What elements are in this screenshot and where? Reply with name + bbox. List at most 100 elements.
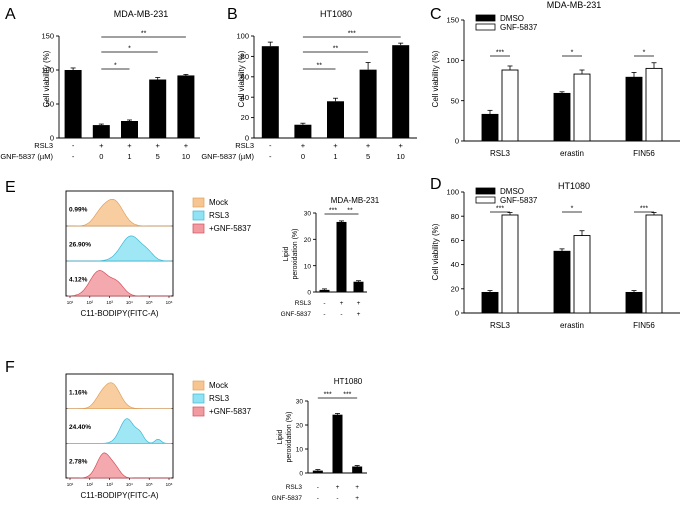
panel-b-y-tick-label: 60: [241, 72, 249, 81]
panel-a-row-cell: +: [127, 141, 132, 150]
panel-f-row-cell: -: [317, 495, 319, 502]
panel-f-histogram-mock: [67, 382, 172, 410]
panel-c-y-tick-label: 0: [455, 137, 459, 146]
panel-b-y-tick-label: 20: [241, 113, 249, 122]
panel-c-ylabel: Cell viability (%): [431, 50, 440, 107]
panel-f-sig-label: ***: [324, 392, 332, 399]
panel-d-sig-label: *: [571, 206, 574, 213]
panel-c-bar-dmso: [625, 76, 643, 142]
panel-b-row-cell: 1: [333, 152, 337, 161]
panel-d-y-tick-label: 60: [451, 236, 459, 245]
panel-a-y-tick-label: 100: [41, 66, 54, 75]
panel-b-bar: [327, 101, 344, 138]
panel-e-row-cell: -: [323, 300, 325, 307]
panel-b-bar: [261, 46, 279, 139]
panel-b-row-cell: +: [301, 141, 306, 150]
panel-a-title: MDA-MB-231: [114, 9, 169, 19]
panel-d-category-label: RSL3: [490, 321, 511, 330]
panel-a-row-cell: 10: [182, 152, 190, 161]
panel-e-row-label: GNF-5837: [281, 311, 312, 318]
panel-a-bar: [177, 75, 195, 138]
panel-c-y-tick-label: 100: [446, 56, 459, 65]
panel-a-sig-label: *: [114, 63, 117, 70]
panel-f-y-tick-label: 30: [296, 399, 304, 406]
panel-f-percent-label: 24.40%: [69, 424, 91, 431]
panel-c-sig-label: *: [571, 50, 574, 57]
panel-f-row-label: GNF-5837: [272, 495, 303, 502]
panel-b-y-tick-label: 80: [241, 52, 249, 61]
panel-f-row-cell: -: [336, 495, 338, 502]
panel-e-flow-x-tick-label: 10³: [106, 300, 113, 305]
panel-e-title: MDA-MB-231: [331, 196, 380, 205]
panel-e-row-cell: +: [357, 300, 361, 307]
panel-f-row-cell: -: [317, 484, 319, 491]
panel-f-bar: [332, 414, 343, 473]
panel-c-legend-swatch: [475, 23, 496, 31]
panel-f-histogram-rsl3: [67, 418, 172, 444]
panel-a-ylabel: Cell viability (%): [42, 50, 51, 107]
panel-a-row-cell: +: [184, 141, 189, 150]
panel-d-legend-label: DMSO: [500, 187, 524, 196]
panel-f-y-tick-label: 20: [296, 423, 304, 430]
panel-c-category-label: RSL3: [490, 149, 511, 158]
panel-e-ylabel-line: Lipid: [283, 247, 290, 262]
panel-c-bar-gnf: [573, 73, 591, 142]
panel-e-percent-label: 4.12%: [69, 277, 88, 284]
panel-f-legend-swatch: [192, 393, 205, 404]
panel-e-ylabel-line: peroxidation (%): [292, 229, 299, 280]
panel-d-legend-swatch: [475, 196, 496, 204]
panel-b-title: HT1080: [320, 9, 352, 19]
panel-letter-a: A: [5, 6, 16, 23]
panel-c-sig-label: *: [643, 50, 646, 57]
panel-b-sig-label: ***: [348, 31, 356, 38]
panel-c-title: MDA-MB-231: [547, 0, 602, 10]
panel-c-legend-label: GNF-5837: [500, 23, 538, 32]
panel-e-sig-label: ***: [329, 208, 337, 215]
panel-f-sig-label: ***: [343, 392, 351, 399]
panel-f-row-cell: +: [355, 484, 359, 491]
panel-letter-b: B: [227, 6, 238, 23]
panel-b-y-tick-label: 40: [241, 93, 249, 102]
panel-f-flow-x-tick-label: 10⁴: [126, 482, 133, 487]
panel-e-legend-label: Mock: [209, 198, 229, 207]
panel-a-row-cell: -: [72, 141, 75, 150]
panel-d-y-tick-label: 0: [455, 309, 459, 318]
panel-f-legend-label: RSL3: [209, 394, 230, 403]
panel-a-row-cell: +: [99, 141, 104, 150]
panel-f-row-label: RSL3: [286, 484, 303, 491]
panel-letter-f: F: [5, 359, 15, 376]
panel-letter-d: D: [430, 176, 442, 193]
panel-a-row-cell: 5: [156, 152, 160, 161]
panel-e-row-label: RSL3: [295, 300, 312, 307]
panel-c-category-label: FIN56: [633, 149, 655, 158]
panel-d-bar-dmso: [481, 291, 499, 314]
panel-f-flow-x-tick-label: 10²: [87, 482, 94, 487]
panel-a-y-tick-label: 0: [50, 134, 54, 143]
panel-f-flow-x-tick-label: 10⁶: [166, 482, 173, 487]
panel-b-ylabel: Cell viability (%): [237, 50, 246, 107]
panel-b-row-cell: +: [366, 141, 371, 150]
panel-a-row-cell: 0: [99, 152, 103, 161]
panel-a-y-tick-label: 150: [41, 32, 54, 41]
panel-c-sig-label: ***: [496, 50, 504, 57]
panel-f-title: HT1080: [334, 377, 363, 386]
panel-a-y-tick-label: 50: [46, 100, 54, 109]
panel-letter-e: E: [5, 179, 16, 196]
panel-d-bar-dmso: [625, 291, 643, 314]
panel-f-histogram-gnf: [68, 452, 171, 479]
panel-d-bar-dmso: [553, 250, 571, 314]
panel-f-y-tick-label: 10: [296, 447, 304, 454]
panel-e-flow-x-tick-label: 10¹: [67, 300, 74, 305]
panel-e-y-tick-label: 10: [304, 263, 312, 270]
panel-e-y-tick-label: 0: [307, 290, 311, 297]
panel-e-row-cell: -: [340, 311, 342, 318]
panel-e-legend-swatch: [192, 210, 205, 221]
panel-b-row-cell: +: [333, 141, 338, 150]
panel-b-y-tick-label: 100: [236, 32, 249, 41]
panel-e-flow-x-tick-label: 10²: [87, 300, 94, 305]
panel-b-bar: [294, 124, 312, 138]
panel-a-bar: [92, 125, 110, 138]
panel-e-flow-xlabel: C11-BODIPY(FITC-A): [80, 309, 158, 318]
